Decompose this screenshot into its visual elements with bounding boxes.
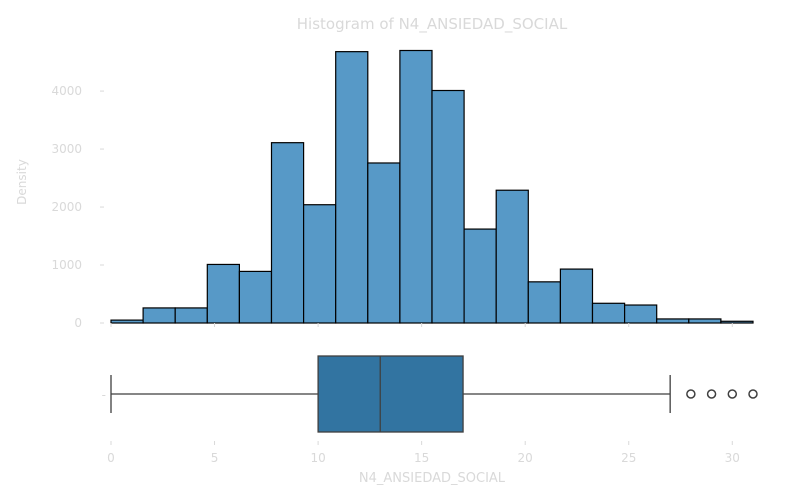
boxplot-x-ticks: 0 5 10 15 20 25 30 bbox=[107, 441, 740, 465]
boxplot bbox=[110, 355, 758, 433]
histogram-bar bbox=[591, 302, 626, 324]
histogram-bar bbox=[559, 268, 594, 324]
histogram-bar bbox=[303, 204, 337, 324]
histogram-y-tick-label: 2000 bbox=[51, 200, 82, 214]
histogram-y-tick-label: 1000 bbox=[51, 258, 82, 272]
histogram-bar bbox=[367, 162, 401, 324]
boxplot-x-tick-label: 30 bbox=[725, 451, 740, 465]
boxplot-x-axis-label: N4_ANSIEDAD_SOCIAL bbox=[359, 471, 506, 486]
boxplot-outlier bbox=[727, 389, 738, 399]
histogram-y-tick-label: 3000 bbox=[51, 142, 82, 156]
boxplot-x-tick-label: 25 bbox=[621, 451, 636, 465]
boxplot-x-tick-label: 5 bbox=[211, 451, 219, 465]
histogram-y-tick-label: 0 bbox=[74, 316, 82, 330]
histogram-bar bbox=[527, 281, 561, 324]
boxplot-x-tick-label: 10 bbox=[310, 451, 325, 465]
boxplot-x-tick-label: 0 bbox=[107, 451, 115, 465]
histogram-bars bbox=[110, 49, 754, 324]
histogram-y-axis-label: Density bbox=[15, 159, 29, 205]
histogram-y-ticks: 0 1000 2000 3000 4000 bbox=[51, 84, 104, 330]
histogram-bar bbox=[431, 89, 465, 324]
histogram-bar bbox=[142, 307, 176, 324]
histogram-bar bbox=[174, 307, 208, 324]
histogram-bar bbox=[623, 304, 658, 324]
histogram-bar bbox=[656, 318, 690, 324]
histogram-bar bbox=[399, 49, 433, 324]
histogram-bar bbox=[270, 142, 305, 324]
histogram-bar bbox=[495, 189, 529, 324]
histogram-bar bbox=[206, 263, 241, 324]
histogram-bar bbox=[688, 318, 722, 324]
histogram-bar bbox=[463, 228, 497, 324]
histogram-bar bbox=[335, 51, 369, 324]
boxplot-outlier bbox=[706, 389, 717, 399]
boxplot-y-tick-label: - bbox=[102, 388, 106, 402]
histogram-y-tick-label: 4000 bbox=[51, 84, 82, 98]
histogram-x-tick-marks bbox=[110, 323, 733, 327]
boxplot-box bbox=[317, 355, 464, 433]
boxplot-outlier bbox=[748, 389, 758, 399]
boxplot-x-tick-label: 15 bbox=[414, 451, 429, 465]
chart-title: Histogram of N4_ANSIEDAD_SOCIAL bbox=[297, 15, 568, 34]
boxplot-x-tick-label: 20 bbox=[518, 451, 533, 465]
histogram-bar bbox=[238, 270, 273, 324]
boxplot-outlier bbox=[686, 389, 696, 399]
